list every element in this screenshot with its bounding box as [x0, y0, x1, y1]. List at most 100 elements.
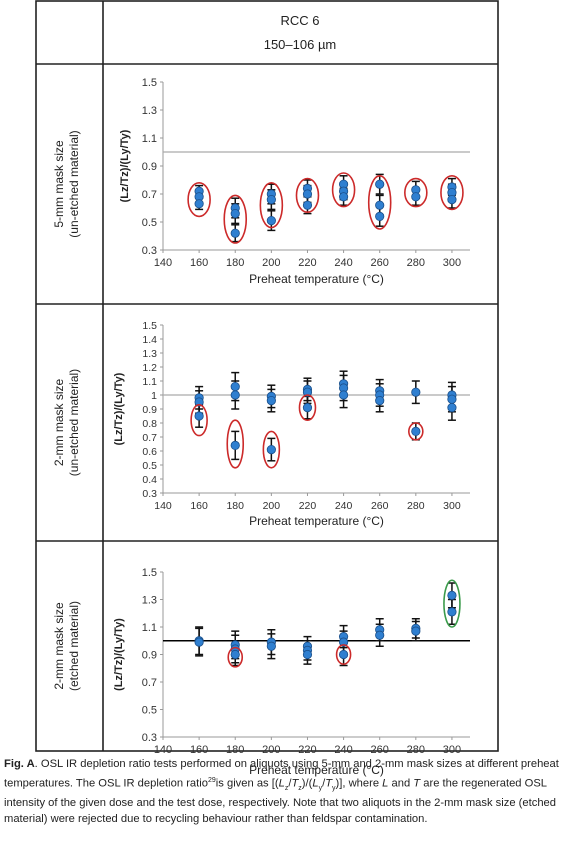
caption-text-3: )], where — [335, 777, 383, 790]
red-ellipse — [223, 194, 248, 244]
row-label-line-2: (etched material) — [67, 601, 81, 691]
y-axis-label: (Lz/Tz)/(Ly/Ty) — [119, 129, 131, 202]
y-axis-label: (Lz/Tz)/(Ly/Ty) — [113, 372, 125, 445]
y-axis-label: (Lz/Tz)/(Ly/Ty) — [113, 618, 125, 691]
row-label-line-1: 5-mm mask size — [52, 140, 66, 228]
row-label-line-1: 2-mm mask size — [52, 379, 66, 467]
x-tick-label: 280 — [407, 257, 425, 269]
x-tick-label: 280 — [407, 500, 425, 512]
red-ellipse — [408, 422, 424, 441]
data-point — [302, 387, 313, 397]
red-ellipse — [404, 177, 428, 208]
red-ellipse — [226, 419, 245, 469]
x-tick-label: 140 — [154, 257, 172, 269]
data-point — [266, 641, 276, 651]
x-tick-label: 180 — [226, 744, 244, 756]
data-point — [338, 192, 349, 202]
data-point — [266, 444, 276, 455]
x-tick-label: 160 — [190, 744, 208, 756]
y-tick-label: 1.5 — [142, 567, 157, 579]
red-ellipse — [367, 174, 392, 230]
y-tick-label: 0.7 — [142, 677, 157, 689]
red-ellipse — [298, 394, 317, 422]
data-point — [375, 179, 385, 189]
data-point — [230, 228, 240, 238]
data-point — [230, 649, 240, 660]
x-tick-label: 180 — [226, 500, 244, 512]
data-point — [302, 200, 313, 210]
y-tick-label: 1.1 — [142, 133, 157, 145]
y-tick-label: 1.5 — [142, 77, 157, 89]
x-axis-label: Preheat temperature (°C) — [249, 272, 384, 286]
y-tick-label: 0.4 — [142, 474, 157, 486]
x-tick-label: 300 — [443, 744, 461, 756]
y-tick-label: 0.3 — [142, 732, 157, 744]
caption-mid: )/( — [301, 777, 313, 790]
caption-ty-sub: y — [332, 784, 336, 792]
red-ellipse — [187, 182, 211, 218]
panel-2mm-etched: 0.3 0.5 0.7 0.9 1.1 1.3 1.5 140 160 180 200 220 240 2… — [113, 567, 470, 777]
y-tick-label: 0.3 — [142, 488, 157, 500]
y-tick-label: 0.9 — [142, 161, 157, 173]
x-tick-label: 240 — [335, 500, 353, 512]
caption-text-1: . OSL IR depletion ratio tests performed… — [4, 758, 559, 790]
y-tick-label: 1.5 — [142, 320, 157, 332]
x-tick-label: 200 — [263, 500, 281, 512]
y-tick-label: 0.7 — [142, 189, 157, 201]
data-point — [447, 590, 457, 600]
caption-ref: 29 — [207, 776, 216, 784]
data-point — [411, 626, 421, 636]
red-ellipse — [295, 177, 320, 213]
red-ellipse — [190, 404, 208, 437]
data-point — [230, 381, 240, 392]
data-point — [447, 607, 457, 617]
data-point — [194, 411, 204, 421]
red-ellipse — [440, 175, 464, 211]
data-point — [375, 395, 385, 406]
y-tick-label: 0.3 — [142, 245, 157, 257]
caption-slash-2: / — [322, 777, 326, 790]
y-tick-label: 0.9 — [142, 650, 157, 662]
data-point — [411, 426, 421, 436]
data-point — [194, 397, 204, 407]
x-tick-label: 200 — [262, 744, 280, 756]
data-point — [447, 402, 457, 413]
caption-lz: L — [278, 777, 285, 790]
x-tick-label: 260 — [371, 500, 389, 512]
panel-2mm-unetched: 0.3 0.4 0.5 0.6 0.7 0.8 0.9 1 1.1 1.2 1.3 1.4 1.5 140… — [113, 320, 470, 528]
caption-ty: T — [325, 777, 333, 790]
y-tick-label: 1.3 — [142, 595, 157, 607]
data-point — [230, 390, 240, 400]
x-tick-label: 220 — [298, 257, 316, 269]
data-point — [375, 211, 385, 221]
figure-caption: Fig. A. OSL IR depletion ratio tests per… — [4, 757, 564, 827]
caption-text-4: are the regenerated OSL intensity of the… — [4, 777, 556, 825]
y-tick-label: 0.5 — [142, 217, 157, 229]
caption-ly: L — [312, 777, 319, 790]
y-tick-label: 0.8 — [142, 418, 157, 430]
y-tick-label: 0.5 — [142, 460, 157, 472]
data-point — [375, 200, 385, 210]
caption-tz-sub: z — [298, 784, 302, 792]
y-tick-label: 1.1 — [142, 376, 157, 388]
data-point — [375, 630, 385, 640]
caption-L: L — [382, 777, 389, 790]
red-ellipse — [259, 182, 284, 229]
row-label-line-1: 2-mm mask size — [52, 602, 66, 690]
data-point — [266, 216, 276, 226]
data-point — [447, 394, 457, 404]
x-tick-label: 240 — [334, 744, 352, 756]
x-tick-label: 140 — [154, 744, 172, 756]
caption-T: T — [413, 777, 421, 790]
y-tick-label: 1 — [151, 390, 157, 402]
data-point — [338, 390, 349, 400]
caption-slash-1: / — [288, 777, 292, 790]
caption-lz-sub: z — [284, 784, 289, 792]
x-tick-label: 160 — [190, 257, 208, 269]
y-tick-label: 1.1 — [142, 622, 157, 634]
caption-and: and — [388, 777, 414, 790]
caption-text-2: is given as [( — [215, 777, 279, 790]
x-tick-label: 200 — [262, 257, 280, 269]
y-tick-label: 0.7 — [142, 432, 157, 444]
